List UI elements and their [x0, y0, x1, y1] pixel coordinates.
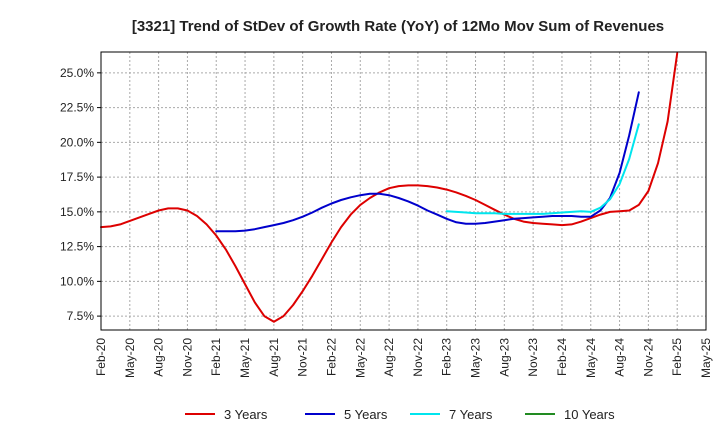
- axes: Feb-20 May-20 Aug-20 Nov-20 Feb-21 May-21 Aug-…: [60, 51, 713, 378]
- series-line-7-years: [445, 123, 640, 215]
- x-tick-label: Feb-22: [324, 338, 338, 376]
- legend-label-10-years: 10 Years: [564, 407, 615, 422]
- y-tick-label: 17.5%: [60, 170, 94, 184]
- x-tick-label: Feb-23: [440, 338, 454, 376]
- x-tick-label: May-22: [353, 338, 367, 378]
- x-tick-label: Feb-24: [555, 338, 569, 376]
- y-tick-label: 12.5%: [60, 240, 94, 254]
- x-tick-label: Nov-21: [296, 338, 310, 377]
- x-tick-label: Aug-21: [267, 338, 281, 377]
- x-tick-label: May-25: [699, 338, 713, 378]
- chart-title: [3321] Trend of StDev of Growth Rate (Yo…: [132, 18, 664, 35]
- series-line-5-years: [215, 91, 640, 233]
- x-tick-label: Aug-23: [497, 338, 511, 377]
- x-tick-label: Aug-22: [382, 338, 396, 377]
- grid-lines: [100, 52, 707, 330]
- y-tick-label: 25.0%: [60, 66, 94, 80]
- plot-background: [101, 52, 706, 330]
- x-tick-label: Feb-21: [209, 338, 223, 376]
- legend-label-5-years: 5 Years: [344, 407, 388, 422]
- y-tick-label: 15.0%: [60, 205, 94, 219]
- series-line-3-years: [100, 52, 679, 323]
- x-tick-label: Nov-20: [180, 338, 194, 377]
- legend: 3 Years 5 Years 7 Years 10 Years: [185, 407, 615, 422]
- legend-label-7-years: 7 Years: [449, 407, 493, 422]
- y-tick-label: 7.5%: [67, 309, 95, 323]
- y-tick-label: 20.0%: [60, 135, 94, 149]
- x-tick-label: Feb-20: [94, 338, 108, 376]
- x-tick-label: Nov-22: [411, 338, 425, 377]
- x-tick-label: May-23: [469, 338, 483, 378]
- x-tick-label: May-21: [238, 338, 252, 378]
- x-tick-label: Aug-20: [152, 338, 166, 377]
- legend-label-3-years: 3 Years: [224, 407, 268, 422]
- x-tick-label: May-20: [123, 338, 137, 378]
- x-tick-label: Feb-25: [670, 338, 684, 376]
- x-tick-label: Nov-24: [641, 338, 655, 377]
- series-lines: [100, 52, 679, 323]
- plot-area: [101, 52, 706, 330]
- x-tick-label: Aug-24: [613, 338, 627, 377]
- y-tick-label: 10.0%: [60, 274, 94, 288]
- y-tick-label: 22.5%: [60, 101, 94, 115]
- plot-border: [100, 51, 707, 331]
- x-tick-label: May-24: [584, 338, 598, 378]
- x-tick-label: Nov-23: [526, 338, 540, 377]
